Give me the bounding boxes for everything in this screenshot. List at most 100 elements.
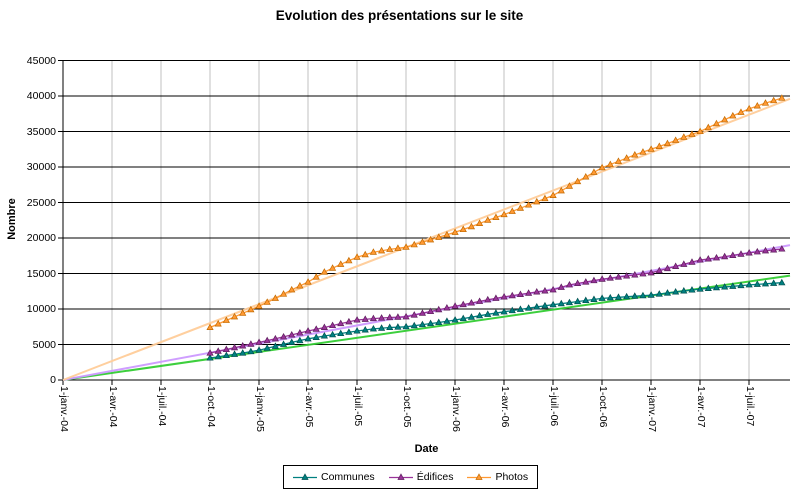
communes-marker-icon	[418, 320, 427, 328]
edifices-marker-icon	[402, 312, 410, 320]
communes-marker-icon	[516, 305, 525, 312]
communes-marker-icon	[288, 338, 296, 345]
edifices-marker-icon	[672, 262, 680, 269]
communes-marker-icon	[631, 292, 639, 299]
x-tick-label: 1-avr.-04	[106, 386, 119, 428]
communes-marker-icon	[402, 322, 410, 330]
photos-marker-icon	[525, 201, 533, 208]
edifices-marker-icon	[696, 256, 704, 263]
communes-marker-icon	[214, 352, 222, 360]
photos-marker-icon	[721, 115, 729, 123]
communes-marker-icon	[704, 284, 712, 291]
edifices-marker-icon	[631, 270, 639, 278]
communes-marker-icon	[435, 318, 443, 326]
photos-marker-icon	[345, 256, 353, 264]
communes-marker-icon	[451, 316, 459, 323]
communes-marker-icon	[606, 293, 614, 301]
communes-marker-icon	[467, 313, 476, 320]
y-tick-label: 25000	[26, 196, 56, 209]
edifices-marker-icon	[296, 329, 304, 336]
photos-marker-icon	[606, 160, 614, 168]
communes-marker-icon	[320, 332, 328, 339]
communes-marker-icon	[737, 281, 745, 289]
edifices-marker-icon	[222, 345, 230, 353]
photos-marker-icon	[288, 285, 296, 293]
communes-marker-icon	[574, 297, 582, 305]
edifices-marker-icon	[549, 285, 557, 293]
communes-marker-icon	[312, 333, 320, 340]
edifices-marker-icon	[304, 327, 312, 334]
chart-title: Evolution des présentations sur le site	[275, 8, 524, 23]
edifices-marker-icon	[729, 251, 737, 258]
photos-marker-icon	[353, 253, 361, 260]
photos-marker-icon	[696, 127, 704, 135]
photos-marker-icon	[239, 309, 247, 316]
photos-series-marker-icon	[467, 473, 492, 480]
edifices-marker-icon	[369, 314, 377, 322]
edifices-marker-icon	[328, 321, 337, 329]
photos-marker-icon	[672, 136, 680, 143]
x-tick-label: 1-juil.-07	[743, 386, 756, 427]
legend: Communes Édifices Photos	[283, 465, 539, 489]
photos-marker-icon	[737, 108, 745, 115]
communes-marker-icon	[680, 286, 688, 294]
edifices-marker-icon	[230, 343, 239, 351]
communes-marker-icon	[410, 321, 418, 329]
photos-marker-icon	[476, 219, 484, 226]
edifices-marker-icon	[337, 319, 345, 327]
edifices-marker-icon	[598, 275, 606, 282]
communes-marker-icon	[443, 317, 451, 324]
photos-marker-icon	[271, 294, 279, 301]
x-tick-label: 1-juil.-06	[547, 386, 560, 427]
edifices-marker-icon	[565, 280, 574, 288]
edifices-marker-icon	[247, 340, 255, 347]
edifices-marker-icon	[614, 273, 623, 280]
communes-marker-icon	[426, 319, 435, 327]
edifices-marker-icon	[761, 246, 770, 254]
edifices-marker-icon	[443, 304, 451, 311]
photos-marker-icon	[255, 302, 263, 309]
communes-marker-icon	[688, 286, 696, 293]
edifices-marker-icon	[288, 330, 296, 338]
photos-marker-icon	[304, 278, 312, 285]
photos-marker-icon	[655, 142, 663, 149]
edifices-marker-icon	[320, 323, 328, 331]
photos-marker-icon	[386, 245, 394, 252]
edifices-marker-icon	[508, 291, 516, 299]
communes-marker-icon	[328, 330, 337, 338]
photos-marker-icon	[296, 282, 304, 289]
photos-marker-icon	[247, 305, 255, 313]
edifices-marker-icon	[647, 268, 655, 276]
photos-marker-icon	[402, 243, 410, 250]
photos-marker-icon	[541, 194, 549, 202]
photos-marker-icon	[516, 204, 525, 211]
edifices-marker-icon	[255, 338, 263, 345]
communes-marker-icon	[614, 293, 623, 300]
edifices-marker-icon	[590, 276, 598, 284]
legend-label-photos: Photos	[495, 471, 529, 483]
photos-marker-icon	[467, 222, 476, 230]
legend-label-communes: Communes	[321, 471, 375, 483]
y-tick-label: 20000	[26, 232, 56, 244]
legend-marker-icon	[397, 473, 405, 480]
communes-marker-icon	[582, 296, 590, 304]
photos-marker-icon	[778, 94, 786, 101]
edifices-marker-icon	[500, 293, 508, 300]
x-tick-label: 1-janv.-06	[449, 386, 462, 432]
photos-marker-icon	[753, 102, 761, 109]
x-tick-label: 1-oct.-06	[596, 386, 609, 428]
edifices-marker-icon	[206, 349, 214, 356]
communes-marker-icon	[369, 324, 377, 332]
photos-marker-icon	[410, 240, 418, 248]
edifices-marker-icon	[263, 336, 271, 344]
edifices-marker-icon	[557, 283, 565, 290]
photos-marker-icon	[500, 210, 508, 218]
edifices-marker-icon	[606, 274, 614, 281]
edifices-marker-icon	[525, 289, 533, 296]
edifices-marker-icon	[688, 258, 696, 265]
communes-marker-icon	[508, 306, 516, 314]
x-tick-label: 1-janv.-04	[57, 386, 70, 432]
legend-item-edifices: Édifices	[388, 471, 453, 483]
communes-marker-icon	[377, 324, 386, 331]
